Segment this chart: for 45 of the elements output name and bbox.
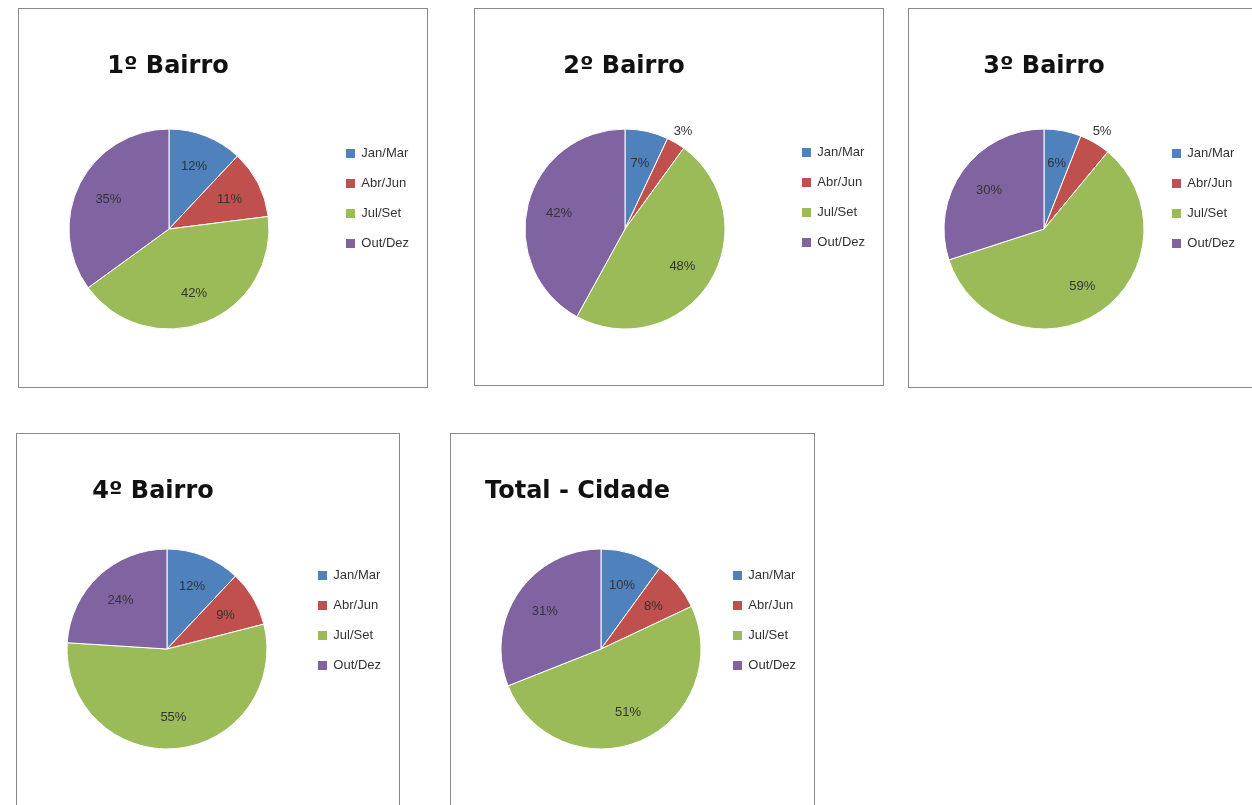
chart-title: 2º Bairro: [562, 51, 686, 79]
legend-label: Out/Dez: [361, 234, 409, 252]
chart-title: 3º Bairro: [982, 51, 1106, 79]
data-label: 9%: [216, 606, 236, 622]
legend-label: Abr/Jun: [333, 596, 379, 614]
data-label: 7%: [630, 155, 650, 171]
data-label: 6%: [1047, 154, 1067, 170]
legend-label: Jul/Set: [1187, 204, 1228, 222]
legend-label: Jul/Set: [817, 203, 858, 221]
data-label: 24%: [107, 591, 134, 607]
chart-title: 4º Bairro: [91, 476, 215, 504]
chart-title: Total - Cidade: [484, 476, 671, 504]
legend-label: Jul/Set: [333, 626, 374, 644]
legend-label: Jul/Set: [361, 204, 402, 222]
data-label: 5%: [1092, 123, 1112, 139]
legend-label: Abr/Jun: [1187, 174, 1233, 192]
data-label: 35%: [95, 190, 122, 206]
data-label: 11%: [217, 190, 243, 206]
data-label: 30%: [975, 181, 1003, 197]
data-label: 12%: [179, 578, 206, 594]
data-label: 51%: [614, 703, 642, 719]
legend-label: Out/Dez: [817, 233, 865, 251]
data-label: 55%: [160, 709, 187, 725]
legend-label: Jan/Mar: [361, 144, 409, 162]
data-label: 12%: [181, 158, 208, 174]
data-label: 42%: [181, 284, 208, 300]
data-label: 3%: [673, 123, 693, 139]
legend-label: Jan/Mar: [333, 566, 381, 584]
data-label: 48%: [669, 257, 696, 273]
data-label: 31%: [531, 603, 559, 619]
data-label: 8%: [644, 598, 664, 614]
data-label: 59%: [1069, 277, 1096, 293]
data-label: 42%: [546, 204, 573, 220]
legend-label: Jan/Mar: [1187, 144, 1235, 162]
legend-label: Out/Dez: [1187, 234, 1235, 252]
legend-label: Abr/Jun: [361, 174, 407, 192]
legend-label: Jan/Mar: [817, 143, 865, 161]
legend-label: Out/Dez: [333, 656, 381, 674]
data-label: 10%: [609, 576, 636, 592]
chart-title: 1º Bairro: [106, 51, 230, 79]
legend-label: Abr/Jun: [817, 173, 863, 191]
legend-label: Out/Dez: [748, 656, 796, 674]
legend-label: Abr/Jun: [748, 596, 794, 614]
legend-label: Jul/Set: [748, 626, 789, 644]
legend-label: Jan/Mar: [748, 566, 796, 584]
